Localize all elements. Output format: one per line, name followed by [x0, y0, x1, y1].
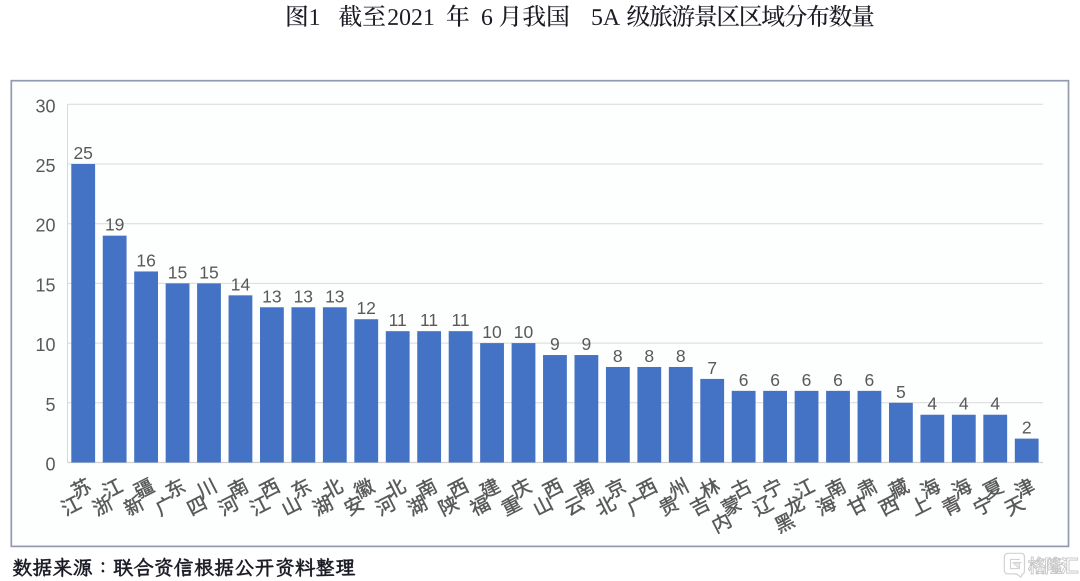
svg-text:12: 12	[356, 298, 375, 318]
svg-text:9: 9	[550, 334, 560, 354]
svg-text:10: 10	[514, 322, 534, 342]
svg-text:2: 2	[1022, 418, 1032, 438]
svg-text:5: 5	[896, 382, 906, 402]
svg-text:6: 6	[770, 370, 780, 390]
svg-text:10: 10	[482, 322, 502, 342]
svg-text:25: 25	[73, 143, 92, 163]
svg-text:13: 13	[262, 286, 281, 306]
svg-text:15: 15	[199, 262, 218, 282]
svg-text:9: 9	[582, 334, 592, 354]
svg-text:8: 8	[676, 346, 686, 366]
svg-text:6: 6	[833, 370, 843, 390]
svg-text:15: 15	[35, 275, 55, 295]
svg-text:10: 10	[35, 335, 55, 355]
svg-text:4: 4	[959, 394, 969, 414]
svg-text:19: 19	[105, 215, 124, 235]
svg-text:7: 7	[707, 358, 717, 378]
svg-text:0: 0	[45, 455, 55, 475]
svg-text:14: 14	[231, 274, 251, 294]
svg-text:13: 13	[294, 286, 313, 306]
svg-text:13: 13	[325, 286, 344, 306]
svg-text:5: 5	[45, 395, 55, 415]
svg-text:8: 8	[644, 346, 654, 366]
svg-text:30: 30	[35, 96, 55, 116]
svg-text:20: 20	[35, 216, 55, 236]
svg-text:11: 11	[452, 310, 470, 330]
svg-text:11: 11	[420, 310, 438, 330]
svg-text:6: 6	[739, 370, 749, 390]
svg-text:6: 6	[802, 370, 812, 390]
svg-text:16: 16	[136, 251, 155, 271]
svg-text:15: 15	[168, 262, 187, 282]
svg-text:11: 11	[389, 310, 407, 330]
svg-text:6: 6	[865, 370, 875, 390]
svg-text:4: 4	[927, 394, 937, 414]
svg-text:25: 25	[35, 156, 55, 176]
svg-text:8: 8	[613, 346, 623, 366]
svg-text:4: 4	[990, 394, 1000, 414]
